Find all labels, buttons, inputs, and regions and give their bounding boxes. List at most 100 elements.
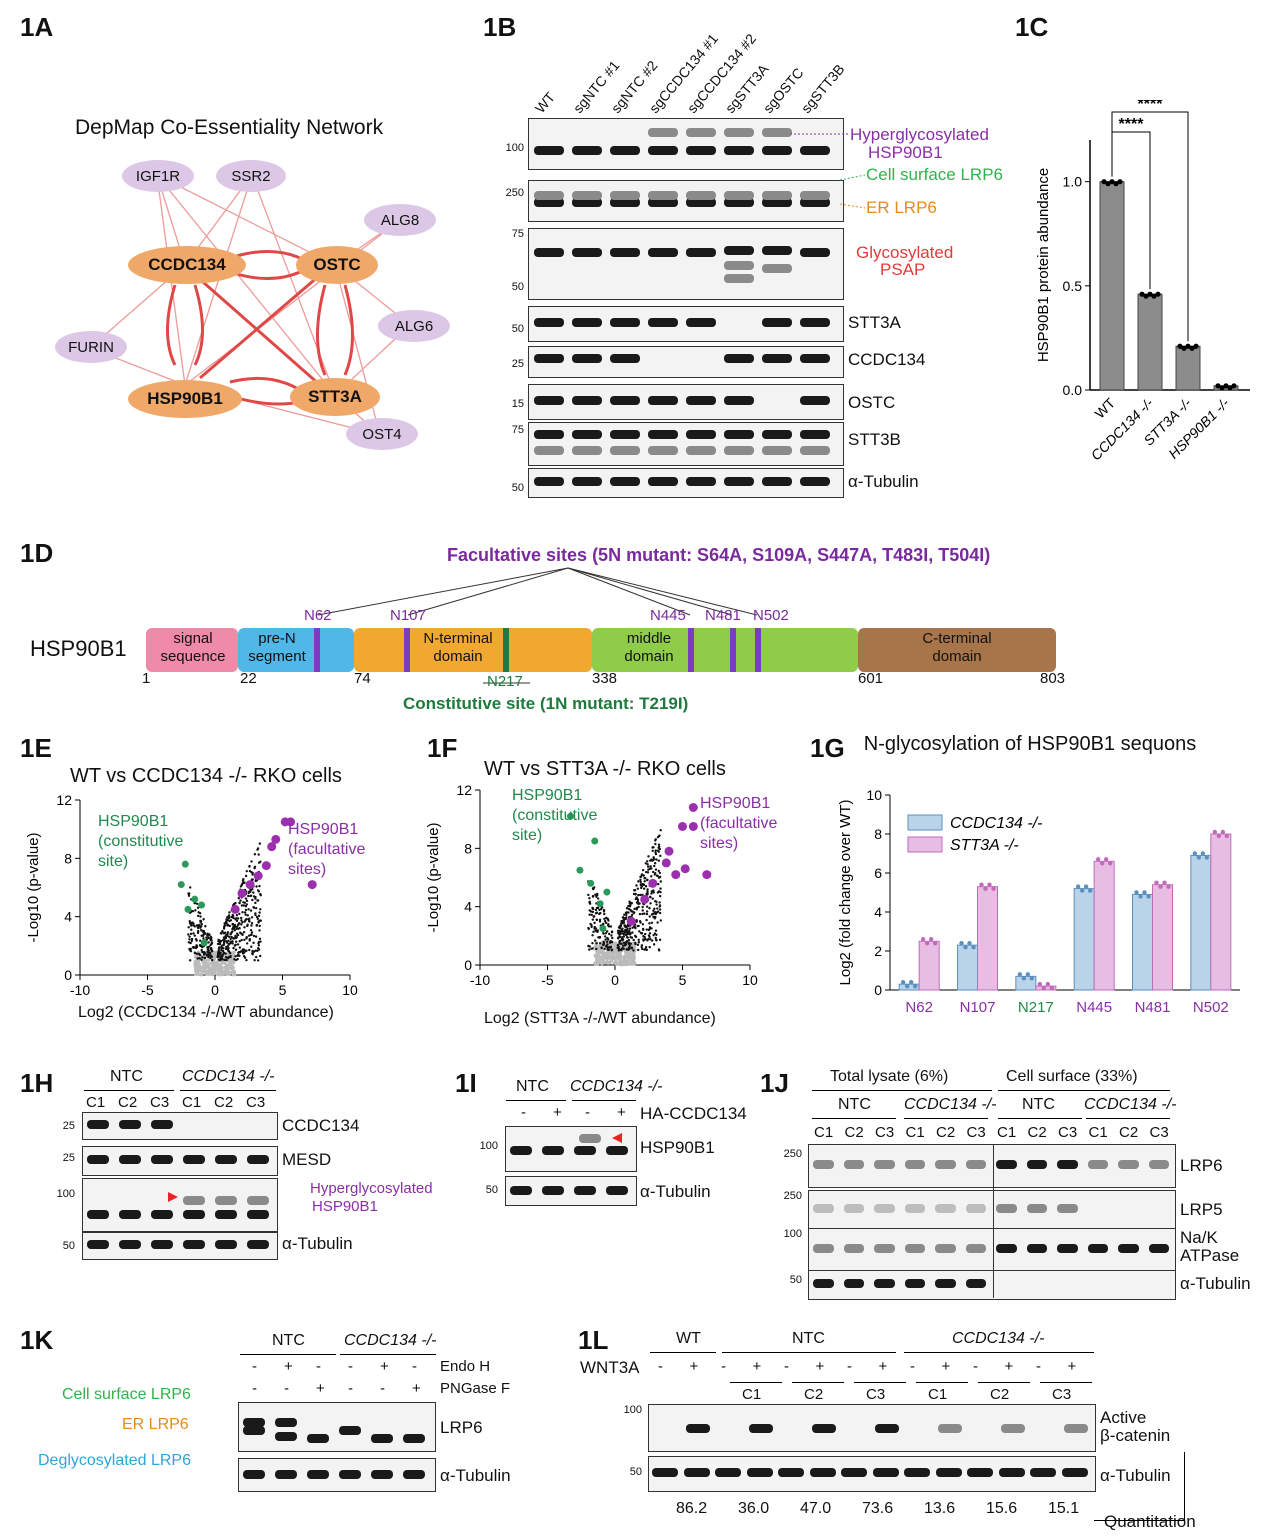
volcano-e-xlabel: Log2 (CCDC134 -/-/WT abundance) bbox=[78, 1004, 334, 1021]
point bbox=[648, 926, 652, 929]
band bbox=[183, 1196, 205, 1205]
group-line bbox=[180, 1090, 276, 1091]
point bbox=[227, 966, 231, 970]
node-hsp90b1: HSP90B1 bbox=[128, 380, 242, 418]
point bbox=[200, 929, 203, 932]
point bbox=[200, 922, 204, 926]
point bbox=[193, 960, 197, 963]
point bbox=[210, 972, 214, 975]
band bbox=[686, 430, 716, 439]
data-point bbox=[904, 983, 910, 989]
band bbox=[534, 248, 564, 257]
band bbox=[247, 1155, 269, 1164]
band bbox=[572, 198, 602, 207]
point bbox=[230, 931, 233, 934]
domain-map bbox=[146, 567, 1056, 684]
constitutive-point bbox=[191, 895, 199, 903]
point bbox=[607, 960, 611, 964]
volcano-e-title: WT vs CCDC134 -/- RKO cells bbox=[70, 765, 342, 787]
mw-marker: 100 bbox=[56, 1188, 75, 1200]
point bbox=[658, 904, 662, 907]
band bbox=[800, 430, 830, 439]
point bbox=[243, 920, 246, 923]
data-point bbox=[971, 944, 976, 950]
label-cell-surface-lrp6: Cell surface LRP6 bbox=[866, 165, 1004, 184]
point bbox=[659, 919, 662, 922]
band bbox=[606, 1186, 628, 1195]
band bbox=[1118, 1160, 1139, 1169]
point bbox=[240, 923, 243, 926]
band bbox=[534, 318, 564, 327]
band bbox=[724, 198, 754, 207]
point bbox=[596, 897, 600, 900]
point bbox=[256, 848, 259, 851]
point bbox=[655, 903, 658, 906]
point bbox=[628, 927, 632, 930]
label-er-lrp6: ER LRP6 bbox=[122, 1416, 189, 1433]
band bbox=[874, 1244, 895, 1253]
point bbox=[638, 902, 641, 905]
point bbox=[650, 939, 654, 942]
bar bbox=[1132, 893, 1153, 991]
band bbox=[534, 477, 564, 486]
sign: + bbox=[1067, 1358, 1077, 1375]
constitutive-point bbox=[576, 866, 584, 874]
point bbox=[193, 925, 196, 928]
point bbox=[247, 894, 250, 898]
quant-value: 73.6 bbox=[862, 1500, 894, 1517]
point bbox=[216, 965, 220, 969]
point bbox=[643, 935, 646, 939]
point bbox=[195, 945, 199, 948]
point bbox=[225, 958, 228, 962]
band bbox=[534, 198, 564, 207]
y-tick: 8 bbox=[64, 850, 72, 866]
point bbox=[596, 957, 600, 961]
site-n502: N502 bbox=[753, 607, 789, 624]
blot-label: α-Tubulin bbox=[1180, 1274, 1251, 1293]
point bbox=[202, 937, 205, 940]
data-point bbox=[1029, 976, 1035, 981]
point bbox=[236, 917, 240, 920]
point bbox=[187, 941, 191, 944]
point bbox=[259, 908, 262, 911]
point bbox=[604, 961, 608, 965]
protein-label: HSP90B1 bbox=[30, 636, 127, 661]
y-tick: 0 bbox=[64, 967, 72, 983]
band bbox=[534, 396, 564, 405]
point bbox=[652, 856, 655, 859]
point bbox=[590, 913, 593, 917]
band bbox=[339, 1426, 361, 1435]
band bbox=[151, 1155, 173, 1164]
point bbox=[203, 956, 207, 960]
band bbox=[610, 396, 640, 405]
band bbox=[572, 354, 602, 363]
mw-marker: 50 bbox=[789, 1274, 802, 1286]
group-label: CCDC134 -/- bbox=[182, 1068, 275, 1085]
point bbox=[592, 915, 595, 918]
point bbox=[238, 912, 241, 916]
x-tick: 5 bbox=[279, 982, 287, 998]
data-point bbox=[1200, 851, 1206, 856]
band bbox=[683, 1468, 710, 1477]
band bbox=[762, 264, 792, 273]
quant-value: 47.0 bbox=[800, 1500, 832, 1517]
data-point bbox=[967, 940, 972, 946]
point bbox=[594, 908, 598, 912]
point bbox=[609, 925, 613, 928]
point bbox=[219, 964, 222, 968]
constitutive-point bbox=[198, 901, 205, 909]
point bbox=[238, 927, 241, 930]
point bbox=[639, 893, 642, 897]
band bbox=[965, 1160, 986, 1169]
band bbox=[800, 477, 830, 486]
point bbox=[650, 858, 653, 861]
band bbox=[243, 1470, 265, 1479]
point bbox=[653, 899, 657, 903]
point bbox=[598, 942, 602, 945]
y-tick: 4 bbox=[874, 904, 882, 920]
band bbox=[606, 1146, 628, 1155]
constitutive-title: Constitutive site (1N mutant: T219I) bbox=[403, 694, 689, 713]
group-label: CCDC134 -/- bbox=[1084, 1096, 1177, 1113]
node-ost4: OST4 bbox=[346, 418, 418, 450]
blot-label: LRP6 bbox=[440, 1418, 483, 1437]
